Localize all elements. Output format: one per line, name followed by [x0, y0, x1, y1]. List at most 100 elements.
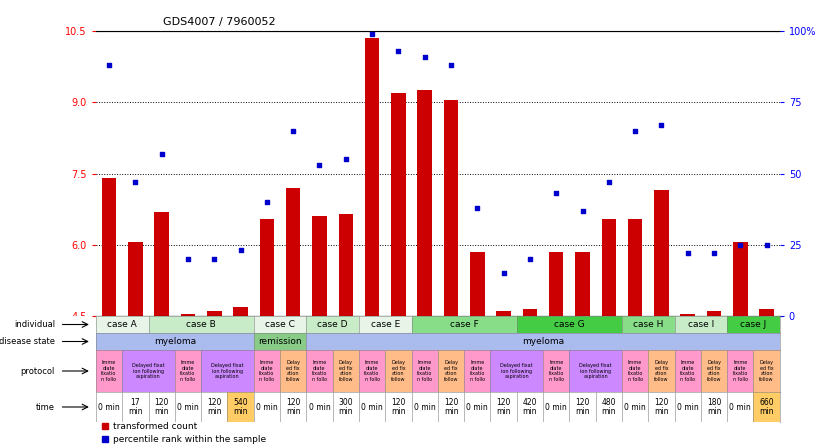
Point: [392, 48, 405, 55]
Text: 120
min: 120 min: [496, 398, 511, 416]
Text: Delay
ed fix
ation
follow: Delay ed fix ation follow: [391, 361, 405, 381]
Text: 0 min: 0 min: [309, 403, 330, 412]
Text: 120
min: 120 min: [654, 398, 669, 416]
Text: Imme
diate
fixatio
n follo: Imme diate fixatio n follo: [549, 361, 564, 381]
Bar: [207, 311, 222, 316]
Bar: [523, 309, 537, 316]
Bar: [128, 242, 143, 316]
Text: 0 min: 0 min: [677, 403, 699, 412]
Bar: [312, 216, 327, 316]
Text: 0 min: 0 min: [624, 403, 646, 412]
Bar: [444, 100, 458, 316]
Text: case J: case J: [741, 320, 766, 329]
Bar: [259, 218, 274, 316]
Text: Imme
diate
fixatio
n follo: Imme diate fixatio n follo: [180, 361, 196, 381]
Text: time: time: [36, 403, 55, 412]
Text: Imme
diate
fixatio
n follo: Imme diate fixatio n follo: [732, 361, 748, 381]
Text: 17
min: 17 min: [128, 398, 143, 416]
Text: case E: case E: [370, 320, 399, 329]
Bar: [601, 218, 616, 316]
Text: GDS4007 / 7960052: GDS4007 / 7960052: [163, 16, 275, 27]
Point: [629, 127, 642, 135]
Bar: [418, 91, 432, 316]
Point: [734, 241, 747, 248]
Text: Imme
diate
fixatio
n follo: Imme diate fixatio n follo: [259, 361, 274, 381]
Text: Delayed fixat
ion following
aspiration: Delayed fixat ion following aspiration: [580, 363, 612, 379]
Text: 0 min: 0 min: [414, 403, 435, 412]
Point: [523, 255, 536, 262]
Text: case B: case B: [186, 320, 216, 329]
Bar: [575, 252, 590, 316]
Text: Imme
diate
fixatio
n follo: Imme diate fixatio n follo: [312, 361, 327, 381]
Text: case I: case I: [688, 320, 714, 329]
Point: [103, 62, 116, 69]
Text: 120
min: 120 min: [286, 398, 300, 416]
Text: 540
min: 540 min: [234, 398, 248, 416]
Text: Delayed fixat
ion following
aspiration: Delayed fixat ion following aspiration: [211, 363, 244, 379]
Point: [681, 250, 695, 257]
Text: Delay
ed fix
ation
follow: Delay ed fix ation follow: [286, 361, 300, 381]
Bar: [364, 38, 379, 316]
Text: 0 min: 0 min: [466, 403, 488, 412]
Text: 420
min: 420 min: [523, 398, 537, 416]
Text: remission: remission: [259, 337, 302, 346]
Text: 120
min: 120 min: [444, 398, 458, 416]
Point: [208, 255, 221, 262]
Point: [155, 150, 168, 157]
Text: Imme
diate
fixatio
n follo: Imme diate fixatio n follo: [470, 361, 485, 381]
Text: 660
min: 660 min: [759, 398, 774, 416]
Bar: [181, 313, 195, 316]
Text: case C: case C: [265, 320, 295, 329]
Bar: [549, 252, 564, 316]
Point: [497, 270, 510, 277]
Text: myeloma: myeloma: [522, 337, 564, 346]
Bar: [496, 311, 511, 316]
Text: 0 min: 0 min: [730, 403, 751, 412]
Text: myeloma: myeloma: [153, 337, 196, 346]
Text: Imme
diate
fixatio
n follo: Imme diate fixatio n follo: [364, 361, 379, 381]
Point: [313, 162, 326, 169]
Point: [128, 178, 142, 186]
Text: Delay
ed fix
ation
follow: Delay ed fix ation follow: [654, 361, 669, 381]
Point: [602, 178, 615, 186]
Bar: [681, 313, 695, 316]
Text: 300
min: 300 min: [339, 398, 353, 416]
Text: Delay
ed fix
ation
follow: Delay ed fix ation follow: [760, 361, 774, 381]
Text: Imme
diate
fixatio
n follo: Imme diate fixatio n follo: [102, 361, 117, 381]
Point: [260, 198, 274, 206]
Text: Imme
diate
fixatio
n follo: Imme diate fixatio n follo: [417, 361, 432, 381]
Point: [470, 204, 484, 211]
Text: Imme
diate
fixatio
n follo: Imme diate fixatio n follo: [680, 361, 696, 381]
Bar: [391, 93, 405, 316]
Bar: [102, 178, 116, 316]
Point: [445, 62, 458, 69]
Text: protocol: protocol: [21, 366, 55, 376]
Text: Imme
diate
fixatio
n follo: Imme diate fixatio n follo: [627, 361, 643, 381]
Text: 0 min: 0 min: [98, 403, 120, 412]
Point: [655, 122, 668, 129]
Text: 120
min: 120 min: [391, 398, 405, 416]
Text: 480
min: 480 min: [601, 398, 616, 416]
Point: [550, 190, 563, 197]
Point: [418, 53, 431, 60]
Text: 0 min: 0 min: [361, 403, 383, 412]
Point: [760, 241, 773, 248]
Point: [707, 250, 721, 257]
Text: 0 min: 0 min: [256, 403, 278, 412]
Text: Delayed fixat
ion following
aspiration: Delayed fixat ion following aspiration: [133, 363, 165, 379]
Bar: [286, 188, 300, 316]
Legend: transformed count, percentile rank within the sample: transformed count, percentile rank withi…: [100, 422, 266, 444]
Bar: [706, 311, 721, 316]
Bar: [760, 309, 774, 316]
Text: case F: case F: [450, 320, 479, 329]
Text: case D: case D: [318, 320, 348, 329]
Text: individual: individual: [14, 320, 55, 329]
Text: 180
min: 180 min: [706, 398, 721, 416]
Text: Delay
ed fix
ation
follow: Delay ed fix ation follow: [444, 361, 458, 381]
Text: case A: case A: [108, 320, 137, 329]
Point: [181, 255, 194, 262]
Point: [234, 247, 247, 254]
Text: Delayed fixat
ion following
aspiration: Delayed fixat ion following aspiration: [500, 363, 533, 379]
Point: [365, 30, 379, 37]
Text: Delay
ed fix
ation
follow: Delay ed fix ation follow: [706, 361, 721, 381]
